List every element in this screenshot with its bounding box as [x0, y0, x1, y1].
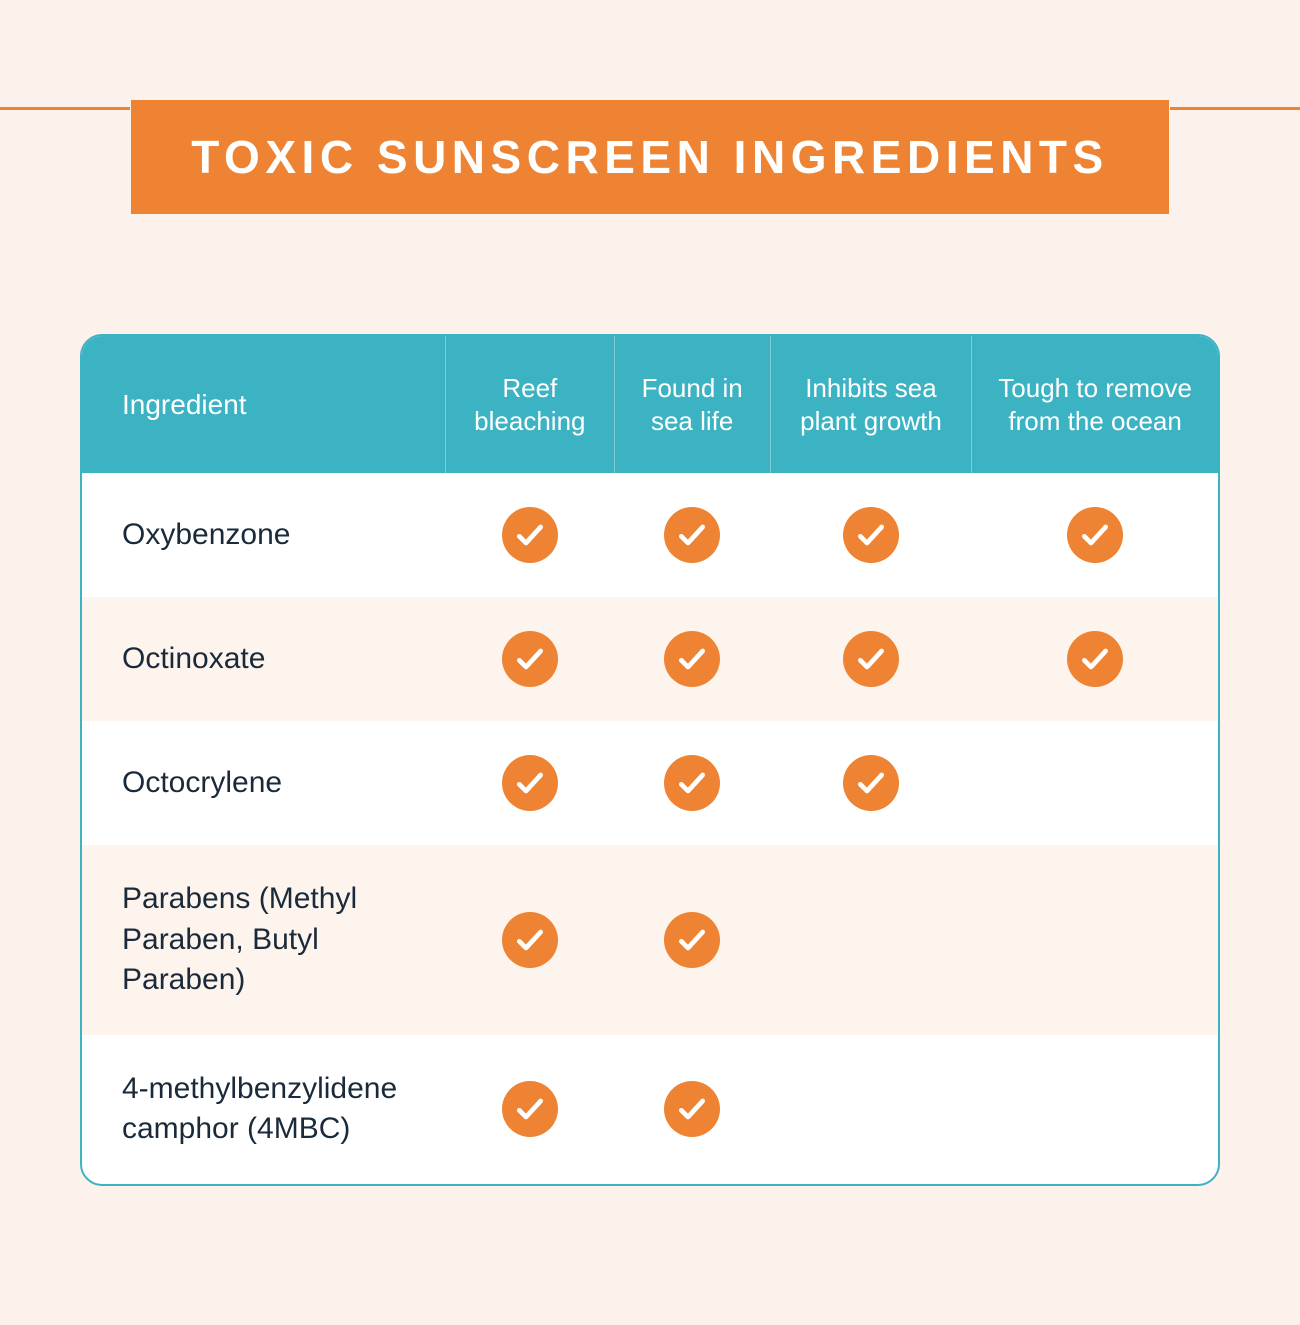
cell-tough-to-remove	[972, 597, 1218, 721]
cell-tough-to-remove	[972, 845, 1218, 1035]
check-icon	[502, 755, 558, 811]
check-icon	[664, 912, 720, 968]
check-icon	[502, 912, 558, 968]
cell-inhibits-sea-plant-growth	[770, 473, 972, 597]
check-icon	[664, 507, 720, 563]
cell-inhibits-sea-plant-growth	[770, 721, 972, 845]
col-header-inhibits-growth: Inhibits sea plant growth	[770, 336, 972, 473]
table-row: Oxybenzone	[82, 473, 1218, 597]
cell-inhibits-sea-plant-growth	[770, 845, 972, 1035]
ingredient-name: Oxybenzone	[82, 473, 446, 597]
cell-found-in-sea-life	[614, 845, 770, 1035]
ingredient-name: Octocrylene	[82, 721, 446, 845]
col-header-found-in-sea-life: Found in sea life	[614, 336, 770, 473]
check-icon	[843, 755, 899, 811]
col-header-tough-to-remove: Tough to remove from the ocean	[972, 336, 1218, 473]
cell-inhibits-sea-plant-growth	[770, 1035, 972, 1184]
cell-found-in-sea-life	[614, 597, 770, 721]
cell-found-in-sea-life	[614, 1035, 770, 1184]
check-icon	[1067, 631, 1123, 687]
cell-reef-bleaching	[446, 1035, 615, 1184]
table-header-row: Ingredient Reef bleaching Found in sea l…	[82, 336, 1218, 473]
check-icon	[843, 631, 899, 687]
cell-reef-bleaching	[446, 473, 615, 597]
table-row: Octocrylene	[82, 721, 1218, 845]
col-header-ingredient: Ingredient	[82, 336, 446, 473]
cell-tough-to-remove	[972, 721, 1218, 845]
ingredients-table-container: Ingredient Reef bleaching Found in sea l…	[80, 334, 1220, 1186]
ingredients-table: Ingredient Reef bleaching Found in sea l…	[82, 336, 1218, 1184]
ingredient-name: Octinoxate	[82, 597, 446, 721]
cell-tough-to-remove	[972, 1035, 1218, 1184]
check-icon	[502, 631, 558, 687]
cell-found-in-sea-life	[614, 721, 770, 845]
cell-tough-to-remove	[972, 473, 1218, 597]
check-icon	[502, 507, 558, 563]
ingredient-name: Parabens (Methyl Paraben, Butyl Paraben)	[82, 845, 446, 1035]
check-icon	[664, 631, 720, 687]
check-icon	[664, 1081, 720, 1137]
cell-found-in-sea-life	[614, 473, 770, 597]
table-row: Parabens (Methyl Paraben, Butyl Paraben)	[82, 845, 1218, 1035]
ingredient-name: 4-methylbenzylidene camphor (4MBC)	[82, 1035, 446, 1184]
check-icon	[843, 507, 899, 563]
cell-reef-bleaching	[446, 597, 615, 721]
check-icon	[502, 1081, 558, 1137]
cell-inhibits-sea-plant-growth	[770, 597, 972, 721]
table-row: Octinoxate	[82, 597, 1218, 721]
cell-reef-bleaching	[446, 721, 615, 845]
cell-reef-bleaching	[446, 845, 615, 1035]
col-header-reef-bleaching: Reef bleaching	[446, 336, 615, 473]
check-icon	[664, 755, 720, 811]
title-rule-right	[1170, 107, 1300, 110]
check-icon	[1067, 507, 1123, 563]
title-rule-left	[0, 107, 130, 110]
table-row: 4-methylbenzylidene camphor (4MBC)	[82, 1035, 1218, 1184]
page-title: TOXIC SUNSCREEN INGREDIENTS	[131, 100, 1169, 214]
title-banner: TOXIC SUNSCREEN INGREDIENTS	[0, 0, 1300, 214]
